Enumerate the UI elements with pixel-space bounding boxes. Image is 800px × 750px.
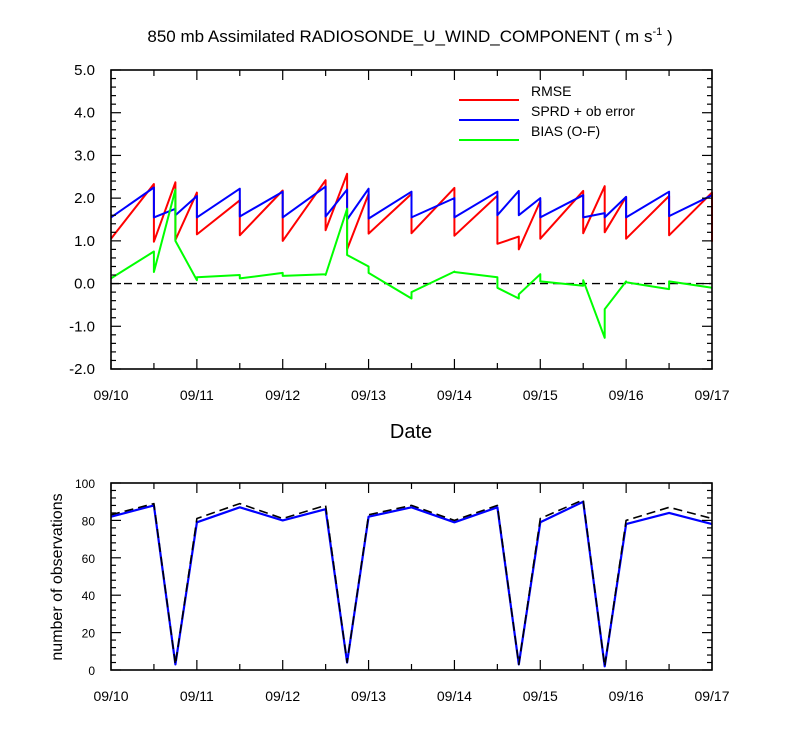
bottom-y-tick-labels: 0 20 40 60 80 100 bbox=[75, 477, 95, 678]
bottom-y-tick-label: 80 bbox=[82, 514, 96, 528]
bottom-x-tick-label: 09/17 bbox=[694, 688, 729, 704]
bottom-y-tick-label: 20 bbox=[82, 627, 96, 641]
top-y-tick-label: 0.0 bbox=[74, 276, 95, 293]
bottom-series-assimilated-observations bbox=[110, 500, 713, 668]
bottom-series-group bbox=[110, 498, 713, 668]
top-y-tick-label: 2.0 bbox=[74, 190, 95, 207]
bottom-x-tick-label: 09/14 bbox=[437, 688, 472, 704]
top-series-group bbox=[110, 172, 713, 339]
top-y-tick-label: 4.0 bbox=[74, 105, 95, 122]
top-x-tick-labels: 09/10 09/11 09/12 09/13 09/14 09/15 09/16 09/17 bbox=[93, 387, 729, 403]
top-x-tick-label: 09/16 bbox=[609, 387, 644, 403]
top-x-tick-label: 09/11 bbox=[180, 387, 214, 403]
chart-title-main: 850 mb Assimilated RADIOSONDE_U_WIND_COM… bbox=[147, 27, 652, 46]
top-y-tick-label: 5.0 bbox=[74, 62, 95, 79]
bottom-plot-frame bbox=[110, 482, 713, 671]
bottom-y-tick-label: 100 bbox=[75, 477, 95, 491]
chart-title: 850 mb Assimilated RADIOSONDE_U_WIND_COM… bbox=[147, 26, 672, 46]
legend-label-bias-o-f: BIAS (O-F) bbox=[531, 123, 600, 139]
top-y-tick-label: -2.0 bbox=[69, 361, 95, 378]
bottom-x-tick-label: 09/11 bbox=[180, 688, 214, 704]
top-x-tick-label: 09/12 bbox=[265, 387, 300, 403]
top-y-tick-labels: -2.0 -1.0 0.0 1.0 2.0 3.0 4.0 5.0 bbox=[69, 62, 95, 378]
bottom-line-possible-observations bbox=[110, 498, 713, 668]
top-y-tick-label: -1.0 bbox=[69, 318, 95, 335]
bottom-series-possible-observations bbox=[110, 498, 713, 668]
chart-title-superscript: -1 bbox=[652, 26, 662, 38]
bottom-y-tick-label: 60 bbox=[82, 552, 96, 566]
top-line-bias-o-f bbox=[110, 188, 713, 339]
legend-label-sprd-ob-error: SPRD + ob error bbox=[531, 103, 635, 119]
top-x-tick-label: 09/10 bbox=[93, 387, 128, 403]
legend-label-rmse: RMSE bbox=[531, 83, 571, 99]
top-x-tick-label: 09/14 bbox=[437, 387, 472, 403]
bottom-x-tick-label: 09/10 bbox=[93, 688, 128, 704]
top-line-rmse bbox=[110, 172, 713, 251]
top-line-sprd-ob-error bbox=[110, 185, 713, 221]
top-x-axis-label: Date bbox=[390, 421, 432, 443]
top-series-bias-o-f bbox=[110, 188, 713, 339]
bottom-axis-ticks bbox=[110, 482, 713, 671]
bottom-y-tick-label: 40 bbox=[82, 589, 96, 603]
bottom-line-assimilated-observations bbox=[110, 500, 713, 668]
bottom-y-tick-label: 0 bbox=[88, 664, 95, 678]
top-y-tick-label: 1.0 bbox=[74, 233, 95, 250]
bottom-x-tick-label: 09/12 bbox=[265, 688, 300, 704]
top-axis-ticks bbox=[110, 69, 713, 370]
top-panel: 850 mb Assimilated RADIOSONDE_U_WIND_COM… bbox=[69, 26, 730, 443]
top-y-tick-label: 3.0 bbox=[74, 147, 95, 164]
top-x-tick-label: 09/13 bbox=[351, 387, 386, 403]
top-x-tick-label: 09/15 bbox=[523, 387, 558, 403]
bottom-y-axis-label: number of observations bbox=[49, 493, 66, 660]
chart-title-end: ) bbox=[662, 27, 672, 46]
bottom-x-tick-label: 09/15 bbox=[523, 688, 558, 704]
bottom-x-tick-label: 09/13 bbox=[351, 688, 386, 704]
top-x-tick-label: 09/17 bbox=[694, 387, 729, 403]
bottom-x-tick-label: 09/16 bbox=[609, 688, 644, 704]
bottom-x-tick-labels: 09/10 09/11 09/12 09/13 09/14 09/15 09/16 09/17 bbox=[93, 688, 729, 704]
legend: RMSE SPRD + ob error BIAS (O-F) bbox=[459, 83, 635, 141]
